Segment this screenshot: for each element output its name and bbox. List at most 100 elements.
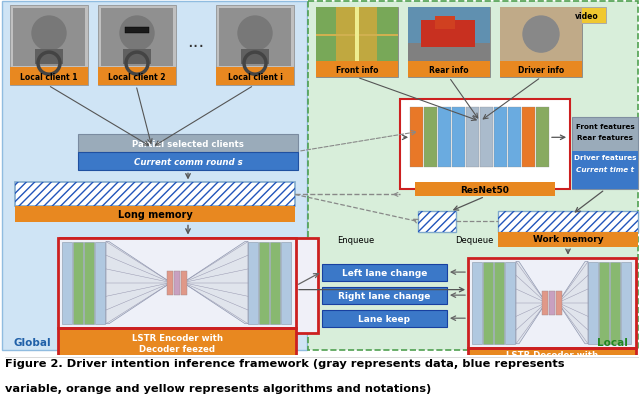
Bar [415,183,555,197]
Bar [316,62,398,78]
Text: Lane keep: Lane keep [358,314,410,323]
Bar [60,238,318,333]
Bar [322,287,447,304]
Bar [500,8,582,78]
Bar [508,108,521,168]
Bar [58,238,296,328]
Bar [400,100,570,190]
Bar [468,348,636,374]
Bar [13,9,85,67]
Text: Decoder feezed: Decoder feezed [139,344,215,353]
Bar [125,28,149,34]
Text: ...: ... [549,9,563,23]
Text: ResNet50: ResNet50 [461,185,509,194]
Bar [216,6,294,86]
Bar [452,108,465,168]
Text: Dequeue: Dequeue [455,235,493,245]
Text: Enqueue: Enqueue [337,235,374,245]
Bar [355,8,359,62]
Bar [408,8,490,62]
Text: Current time t: Current time t [576,167,634,173]
Bar [84,242,94,324]
Bar [281,242,291,324]
Bar [418,212,456,232]
Bar [494,262,504,344]
Circle shape [32,17,66,51]
Bar [62,242,72,324]
Text: Driver features: Driver features [573,155,636,161]
Bar [2,2,307,350]
Bar [95,242,105,324]
Text: Local client 1: Local client 1 [20,73,77,81]
Bar [494,108,507,168]
Text: video: video [575,12,599,20]
Text: Driver info: Driver info [518,65,564,75]
Bar [480,108,493,168]
Polygon shape [516,262,546,344]
Bar [248,242,258,324]
Text: Partial selected clients: Partial selected clients [132,140,244,148]
Bar [498,232,638,247]
Bar [167,271,173,295]
Bar [621,262,631,344]
Bar [101,9,173,67]
Text: Local client 2: Local client 2 [108,73,166,81]
Bar [610,262,620,344]
Text: Figure 2. Driver intention inference framework (gray represents data, blue repre: Figure 2. Driver intention inference fra… [5,358,564,368]
Bar [572,118,638,190]
Bar [498,212,638,232]
Text: Right lane change: Right lane change [339,291,431,300]
Bar [542,291,548,315]
Text: ...: ... [188,33,205,51]
Bar [73,242,83,324]
Text: Rear features: Rear features [577,135,633,141]
Bar [98,68,176,86]
Polygon shape [183,242,248,324]
Polygon shape [106,242,171,324]
Bar [308,2,638,350]
Circle shape [238,17,272,51]
Bar [174,271,180,295]
Text: Local client i: Local client i [228,73,282,81]
Bar [15,183,295,207]
Bar [316,35,398,37]
Bar [498,212,638,232]
Text: Front info: Front info [336,65,378,75]
Bar [322,310,447,327]
Bar [588,262,598,344]
Bar [316,8,398,62]
Bar [78,135,298,153]
Bar [241,50,269,65]
Text: Left lane change: Left lane change [342,268,427,277]
Text: Local: Local [597,337,628,347]
Bar [219,9,291,67]
Bar [466,108,479,168]
Bar [556,291,562,315]
Bar [216,68,294,86]
Bar [58,238,296,328]
Bar [181,271,187,295]
Text: LSTR Decoder with: LSTR Decoder with [506,350,598,359]
Text: Work memory: Work memory [532,235,604,243]
Bar [468,258,636,348]
Bar [468,258,636,348]
Text: Global: Global [14,337,52,347]
Bar [599,262,609,344]
Circle shape [523,17,559,53]
Bar [568,8,606,24]
Text: variable, orange and yellow represents algorithms and notations): variable, orange and yellow represents a… [5,383,431,393]
Bar [536,108,549,168]
Bar [500,62,582,78]
Bar [78,153,298,171]
Bar [408,44,490,62]
Bar [123,50,151,65]
Bar [259,242,269,324]
Bar [421,21,475,48]
Bar [336,8,377,62]
Bar [418,212,456,232]
Bar [408,8,490,78]
Bar [435,17,455,30]
Bar [522,108,535,168]
Text: Front features: Front features [575,124,634,130]
Bar [483,262,493,344]
